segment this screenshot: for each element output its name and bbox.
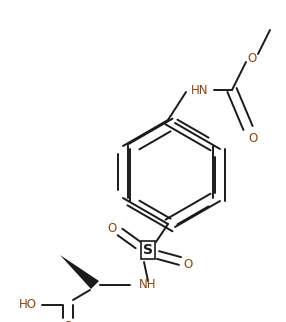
Text: O: O [107,222,117,234]
Polygon shape [60,255,99,289]
Text: O: O [247,52,257,64]
Text: HN: HN [191,83,209,97]
Text: O: O [183,259,193,271]
Text: HO: HO [19,298,37,311]
Text: S: S [143,243,153,257]
Text: NH: NH [139,279,157,291]
Text: O: O [63,319,73,322]
Text: O: O [248,131,258,145]
